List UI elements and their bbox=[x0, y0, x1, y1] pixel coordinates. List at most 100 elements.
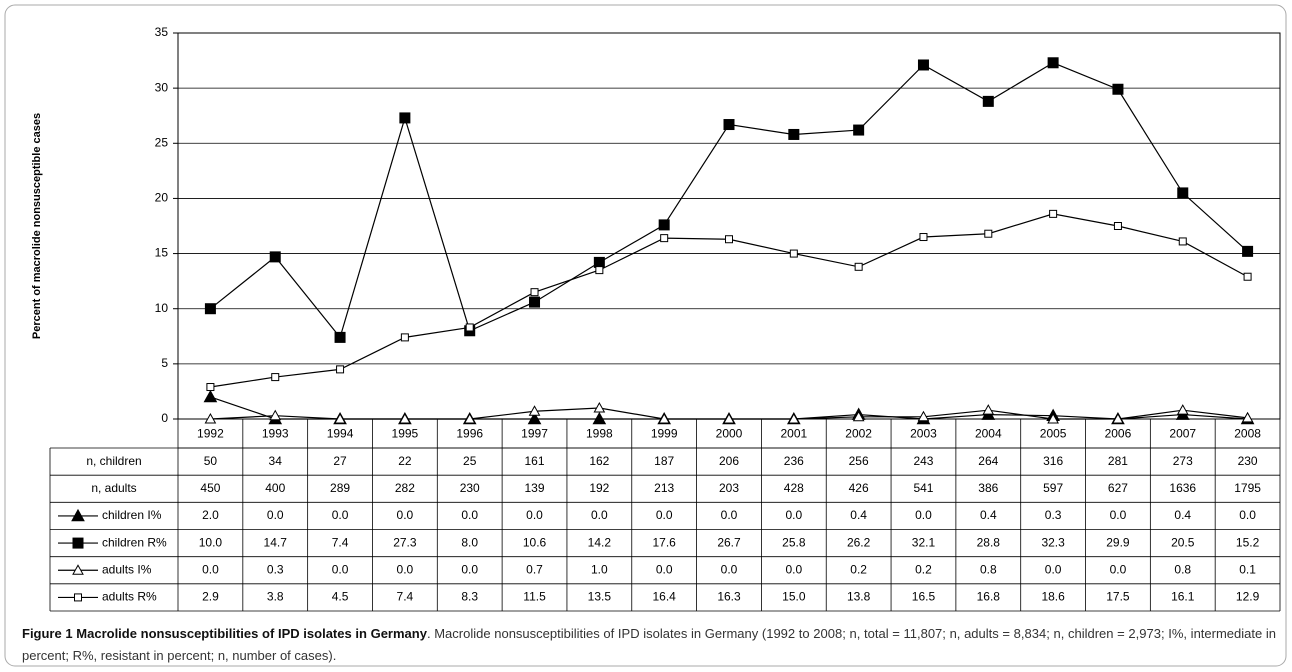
marker bbox=[1112, 83, 1124, 95]
y-tick-label: 25 bbox=[155, 135, 169, 149]
table-cell: 0.0 bbox=[461, 508, 478, 522]
table-cell: 426 bbox=[849, 481, 869, 495]
marker bbox=[336, 365, 345, 374]
marker bbox=[723, 119, 735, 131]
table-cell: 13.5 bbox=[588, 590, 612, 604]
marker bbox=[1047, 412, 1059, 424]
table-cell: 206 bbox=[719, 454, 739, 468]
table-cell: 0.0 bbox=[1045, 562, 1062, 576]
table-cell: 273 bbox=[1173, 454, 1193, 468]
table-cell: 281 bbox=[1108, 454, 1128, 468]
table-cell: 1636 bbox=[1169, 481, 1196, 495]
table-cell: 541 bbox=[913, 481, 933, 495]
table-cell: 18.6 bbox=[1041, 590, 1065, 604]
legend-label: children I% bbox=[102, 508, 162, 522]
table-cell: 627 bbox=[1108, 481, 1128, 495]
table-cell: 26.7 bbox=[717, 535, 741, 549]
table-cell: 0.8 bbox=[1174, 562, 1191, 576]
marker bbox=[984, 229, 993, 238]
x-tick-label: 1993 bbox=[262, 427, 289, 441]
marker bbox=[982, 404, 995, 415]
marker bbox=[334, 331, 346, 343]
table-cell: 10.0 bbox=[199, 535, 223, 549]
table-cell: 13.8 bbox=[847, 590, 871, 604]
table-cell: 0.4 bbox=[1174, 508, 1191, 522]
table-cell: 0.0 bbox=[267, 508, 284, 522]
table-cell: 203 bbox=[719, 481, 739, 495]
table-cell: 27.3 bbox=[393, 535, 417, 549]
table-cell: 16.1 bbox=[1171, 590, 1195, 604]
table-cell: 10.6 bbox=[523, 535, 547, 549]
table-cell: 0.0 bbox=[332, 562, 349, 576]
caption-text: . Macrolide nonsusceptibilities of IPD i… bbox=[22, 626, 1276, 663]
line bbox=[210, 62, 1248, 339]
marker bbox=[853, 124, 865, 136]
legend-marker bbox=[72, 537, 84, 549]
table-cell: 2.0 bbox=[202, 508, 219, 522]
marker bbox=[1113, 222, 1122, 230]
table-cell: 2.9 bbox=[202, 590, 219, 604]
table-cell: 236 bbox=[784, 454, 804, 468]
table-cell: 32.3 bbox=[1041, 535, 1065, 549]
table-cell: 17.6 bbox=[652, 535, 676, 549]
figure-border bbox=[4, 4, 1287, 667]
x-tick-label: 2008 bbox=[1234, 427, 1261, 441]
marker bbox=[1177, 187, 1189, 199]
x-tick-label: 2005 bbox=[1040, 427, 1067, 441]
table-cell: 8.3 bbox=[461, 590, 478, 604]
table-cell: 15.0 bbox=[782, 590, 806, 604]
table-cell: 0.4 bbox=[980, 508, 997, 522]
y-tick-label: 35 bbox=[155, 25, 169, 39]
table-cell: 289 bbox=[330, 481, 350, 495]
x-tick-label: 1999 bbox=[651, 427, 678, 441]
marker bbox=[852, 410, 865, 422]
table-cell: 450 bbox=[200, 481, 220, 495]
legend-marker bbox=[72, 564, 84, 575]
marker bbox=[658, 412, 671, 424]
table-cell: 316 bbox=[1043, 454, 1063, 468]
marker bbox=[854, 262, 863, 271]
table-cell: 4.5 bbox=[332, 590, 349, 604]
table-cell: 20.5 bbox=[1171, 535, 1195, 549]
table-cell: 0.2 bbox=[915, 562, 932, 576]
marker bbox=[789, 249, 798, 258]
table-cell: 1795 bbox=[1234, 481, 1261, 495]
table-cell: 25 bbox=[463, 454, 477, 468]
caption-label: Figure 1 Macrolide nonsusceptibilities o… bbox=[22, 626, 427, 641]
marker bbox=[400, 333, 409, 342]
x-tick-label: 2007 bbox=[1169, 427, 1196, 441]
table-cell: 0.3 bbox=[267, 562, 284, 576]
marker bbox=[334, 412, 346, 424]
table-cell: 14.7 bbox=[264, 535, 288, 549]
marker bbox=[269, 409, 282, 421]
y-tick-label: 5 bbox=[161, 356, 168, 370]
table-cell: 400 bbox=[265, 481, 285, 495]
table-cell: 32.1 bbox=[912, 535, 936, 549]
table-cell: 29.9 bbox=[1106, 535, 1130, 549]
marker bbox=[723, 412, 735, 424]
table-cell: 0.0 bbox=[785, 562, 802, 576]
marker bbox=[527, 411, 542, 425]
x-tick-label: 1997 bbox=[521, 427, 548, 441]
marker bbox=[1049, 209, 1058, 218]
table-cell: 0.0 bbox=[785, 508, 802, 522]
x-tick-label: 1992 bbox=[197, 427, 224, 441]
x-tick-label: 2001 bbox=[780, 427, 807, 441]
table-cell: 14.2 bbox=[588, 535, 612, 549]
table-cell: 15.2 bbox=[1236, 535, 1260, 549]
x-tick-label: 2006 bbox=[1105, 427, 1132, 441]
x-tick-label: 2004 bbox=[975, 427, 1002, 441]
marker bbox=[271, 373, 280, 382]
y-tick-label: 20 bbox=[155, 191, 169, 205]
table-cell: 0.0 bbox=[332, 508, 349, 522]
table-cell: 0.0 bbox=[397, 562, 414, 576]
table-cell: 0.4 bbox=[850, 508, 867, 522]
legend-marker bbox=[71, 508, 85, 522]
row-label: n, adults bbox=[91, 481, 136, 495]
table-cell: 50 bbox=[204, 454, 218, 468]
table-cell: 3.8 bbox=[267, 590, 284, 604]
marker bbox=[269, 251, 281, 263]
row-label: n, children bbox=[86, 454, 141, 468]
